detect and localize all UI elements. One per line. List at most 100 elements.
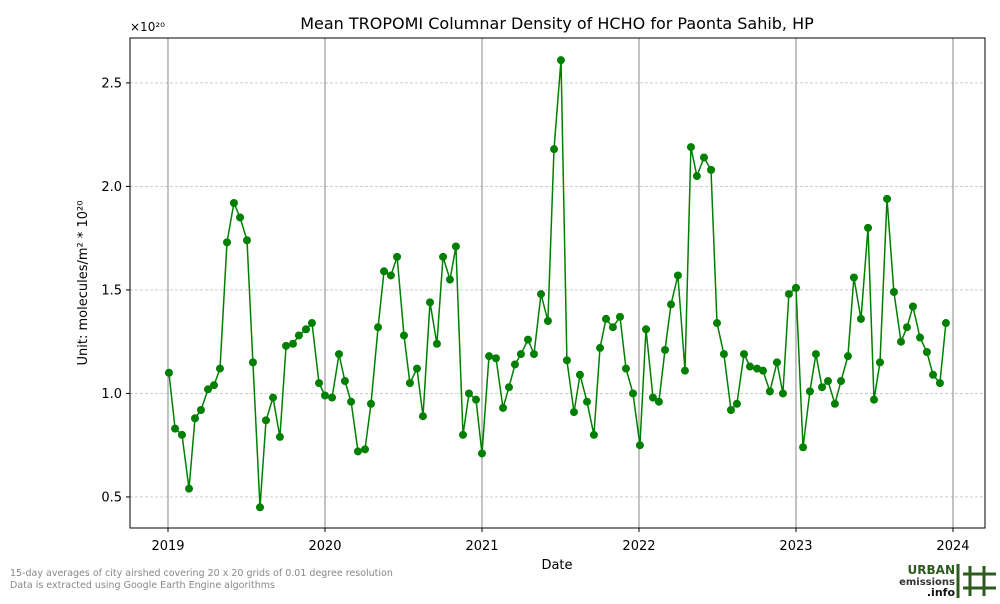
data-point xyxy=(164,368,173,377)
data-point xyxy=(353,447,362,456)
y-tick-label: 2.5 xyxy=(101,76,122,91)
data-point xyxy=(922,348,931,357)
logo-icon xyxy=(956,564,996,598)
data-point xyxy=(562,356,571,365)
data-point xyxy=(621,364,630,373)
x-tick-label: 2024 xyxy=(936,539,969,554)
data-point xyxy=(902,323,911,332)
data-point xyxy=(393,252,402,261)
data-point xyxy=(248,358,257,367)
data-point xyxy=(485,352,494,361)
data-point xyxy=(177,430,186,439)
data-line xyxy=(168,60,947,508)
data-point xyxy=(864,223,873,232)
data-point xyxy=(491,354,500,363)
y-tick-label: 0.5 xyxy=(101,490,122,505)
data-point xyxy=(204,385,213,394)
data-point xyxy=(692,172,701,181)
data-point xyxy=(451,242,460,251)
x-tick-label: 2020 xyxy=(308,539,341,554)
data-point xyxy=(523,335,532,344)
chart-title: Mean TROPOMI Columnar Density of HCHO fo… xyxy=(300,14,814,33)
data-point xyxy=(288,339,297,348)
data-point xyxy=(667,300,676,309)
data-point xyxy=(550,145,559,154)
data-point xyxy=(543,316,552,325)
data-point xyxy=(418,412,427,421)
data-point xyxy=(229,198,238,207)
data-point xyxy=(315,379,324,388)
data-point xyxy=(791,283,800,292)
data-point xyxy=(516,350,525,359)
x-axis-label: Date xyxy=(541,558,572,573)
data-point xyxy=(615,312,624,321)
data-point xyxy=(784,290,793,299)
x-tick-label: 2021 xyxy=(465,539,498,554)
data-point xyxy=(185,484,194,493)
data-point xyxy=(856,314,865,323)
data-point xyxy=(707,165,716,174)
data-point xyxy=(366,399,375,408)
data-point xyxy=(635,441,644,450)
data-point xyxy=(320,391,329,400)
data-point xyxy=(386,271,395,280)
logo: URBAN emissions .info xyxy=(899,563,996,599)
y-tick-label: 1.5 xyxy=(101,283,122,298)
data-point xyxy=(432,339,441,348)
data-point xyxy=(209,381,218,390)
data-point xyxy=(537,290,546,299)
data-point xyxy=(883,194,892,203)
data-point xyxy=(686,143,695,152)
data-point xyxy=(608,323,617,332)
data-point xyxy=(740,350,749,359)
data-point xyxy=(380,267,389,276)
data-point xyxy=(405,379,414,388)
data-point xyxy=(908,302,917,311)
data-point xyxy=(215,364,224,373)
data-point xyxy=(255,503,264,512)
data-point xyxy=(374,323,383,332)
data-point xyxy=(242,236,251,245)
data-point xyxy=(648,393,657,402)
data-point xyxy=(334,350,343,359)
footnote: Data is extracted using Google Earth Eng… xyxy=(10,580,275,591)
logo-text: .info xyxy=(927,586,956,599)
data-point xyxy=(190,414,199,423)
x-tick-label: 2023 xyxy=(779,539,812,554)
data-point xyxy=(661,345,670,354)
data-point xyxy=(583,397,592,406)
data-point xyxy=(849,273,858,282)
data-point xyxy=(778,389,787,398)
data-point xyxy=(818,383,827,392)
data-point xyxy=(870,395,879,404)
data-point xyxy=(929,370,938,379)
data-point xyxy=(875,358,884,367)
data-point xyxy=(799,443,808,452)
data-point xyxy=(699,153,708,162)
y-offset-label: ×10²⁰ xyxy=(130,20,165,34)
y-tick-label: 1.0 xyxy=(101,387,122,402)
data-point xyxy=(569,408,578,417)
data-point xyxy=(458,430,467,439)
data-point xyxy=(759,366,768,375)
data-point xyxy=(830,399,839,408)
data-point xyxy=(340,377,349,386)
data-point xyxy=(472,395,481,404)
data-point xyxy=(236,213,245,222)
data-point xyxy=(426,298,435,307)
data-point xyxy=(719,350,728,359)
logo-text: emissions xyxy=(899,577,955,588)
data-point xyxy=(499,403,508,412)
data-point xyxy=(673,271,682,280)
data-point xyxy=(261,416,270,425)
data-point xyxy=(361,445,370,454)
data-point xyxy=(399,331,408,340)
data-point xyxy=(805,387,814,396)
data-point xyxy=(171,424,180,433)
data-point xyxy=(504,383,513,392)
y-axis-label: Unit: molecules/m² * 10²⁰ xyxy=(76,201,91,366)
plot-frame xyxy=(129,37,986,529)
data-point xyxy=(445,275,454,284)
data-point xyxy=(654,397,663,406)
data-point xyxy=(824,377,833,386)
